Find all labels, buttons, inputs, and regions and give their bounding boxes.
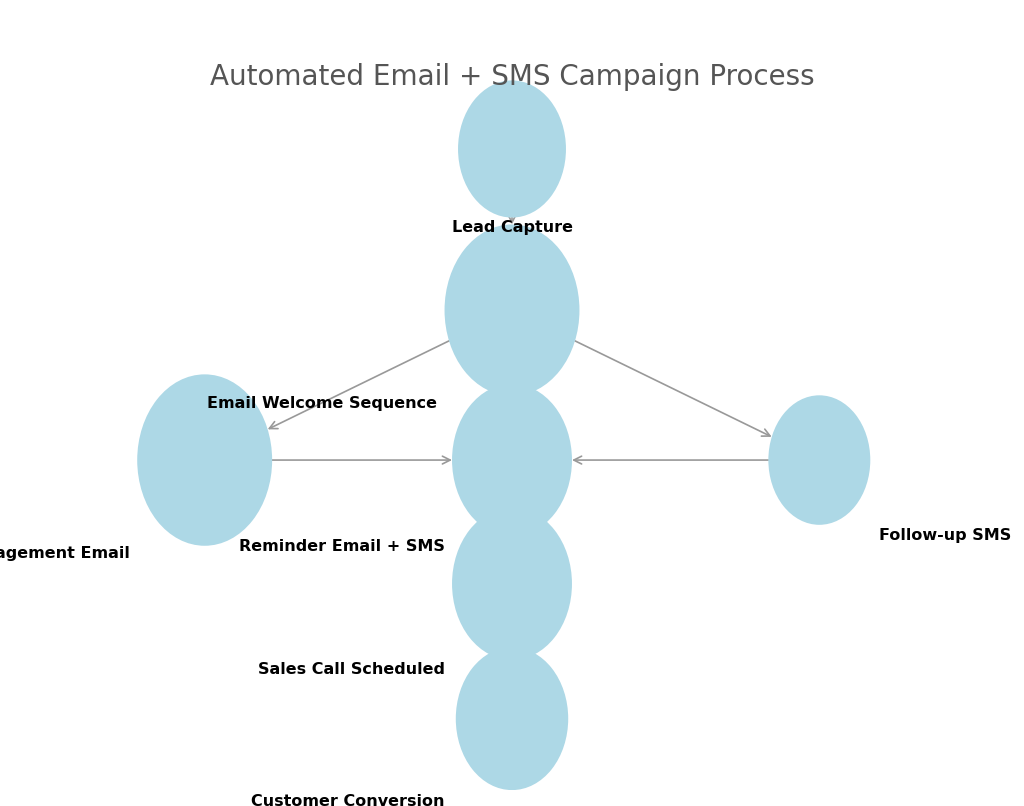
Ellipse shape — [452, 384, 572, 536]
Text: Reminder Email + SMS: Reminder Email + SMS — [239, 538, 444, 554]
Text: Engagement Email: Engagement Email — [0, 546, 130, 561]
Text: Lead Capture: Lead Capture — [452, 220, 572, 235]
Text: Customer Conversion: Customer Conversion — [251, 794, 444, 806]
Ellipse shape — [768, 395, 870, 525]
Text: Sales Call Scheduled: Sales Call Scheduled — [258, 663, 444, 678]
Ellipse shape — [458, 81, 566, 218]
Ellipse shape — [452, 508, 572, 660]
Text: Follow-up SMS: Follow-up SMS — [880, 528, 1012, 542]
Text: Automated Email + SMS Campaign Process: Automated Email + SMS Campaign Process — [210, 63, 814, 91]
Text: Email Welcome Sequence: Email Welcome Sequence — [207, 397, 437, 411]
Ellipse shape — [456, 647, 568, 790]
Ellipse shape — [137, 374, 272, 546]
Ellipse shape — [444, 224, 580, 396]
